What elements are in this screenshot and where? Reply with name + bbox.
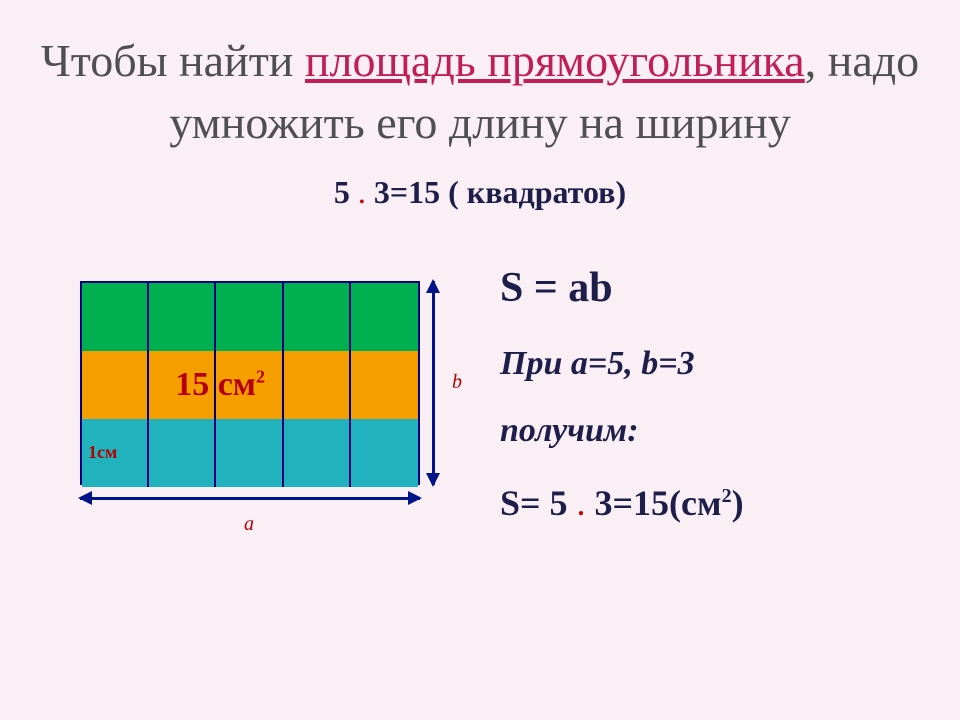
arrow-bottom-line [80,497,420,500]
grid-cell [284,351,351,419]
formula-obtain: получим: [500,400,920,461]
f4-dot: . [577,483,595,523]
grid-cell [284,283,351,351]
axis-label-b: b [452,371,462,394]
diagram: 15 см2 1см a b [60,251,490,571]
title-part1: Чтобы найти [41,35,305,86]
formula-given: При а=5, b=3 [500,333,920,394]
grid-cell [216,419,283,487]
f4-mid: 3=15(см [595,483,722,523]
subtitle-right: 3=15 ( квадратов) [374,174,626,210]
area-label: 15 см2 [175,366,265,404]
area-value: 15 [175,366,218,403]
subtitle-left: 5 [334,174,358,210]
grid-cell [351,351,418,419]
grid-cell [216,283,283,351]
content-area: 15 см2 1см a b S = ab При а=5, b=3 получ… [0,251,960,571]
arrow-bottom-left-head [78,491,92,505]
grid-cell [351,419,418,487]
arrow-right-top-head [426,279,440,293]
grid-cell [82,351,149,419]
area-sup: 2 [256,367,265,387]
unit-label: 1см [88,442,117,463]
subtitle: 5 . 3=15 ( квадратов) [0,174,960,211]
subtitle-dot: . [358,174,374,210]
f4-pre: S= 5 [500,483,577,523]
area-unit: см [218,366,256,403]
formula-result: S= 5 . 3=15(см2) [500,471,920,536]
title-text: Чтобы найти площадь прямоугольника, надо… [40,30,920,154]
axis-label-a: a [244,513,254,536]
arrow-right-line [432,281,435,485]
formula-main: S = ab [500,251,920,327]
grid-cell [284,419,351,487]
arrow-right-bottom-head [426,473,440,487]
f2-pre: При [500,345,571,382]
formula-block: S = ab При а=5, b=3 получим: S= 5 . 3=15… [500,251,920,536]
grid-cell [82,283,149,351]
grid-cell [149,283,216,351]
f2-vals: а=5, b=3 [571,345,695,382]
grid-cell [149,419,216,487]
arrow-bottom-right-head [408,491,422,505]
slide: Чтобы найти площадь прямоугольника, надо… [0,0,960,720]
f4-post: ) [732,483,744,523]
grid-row [82,283,418,351]
f4-sup: 2 [722,485,732,507]
grid-cell [351,283,418,351]
title-highlight: площадь прямоугольника [305,35,805,86]
grid-row [82,419,418,487]
